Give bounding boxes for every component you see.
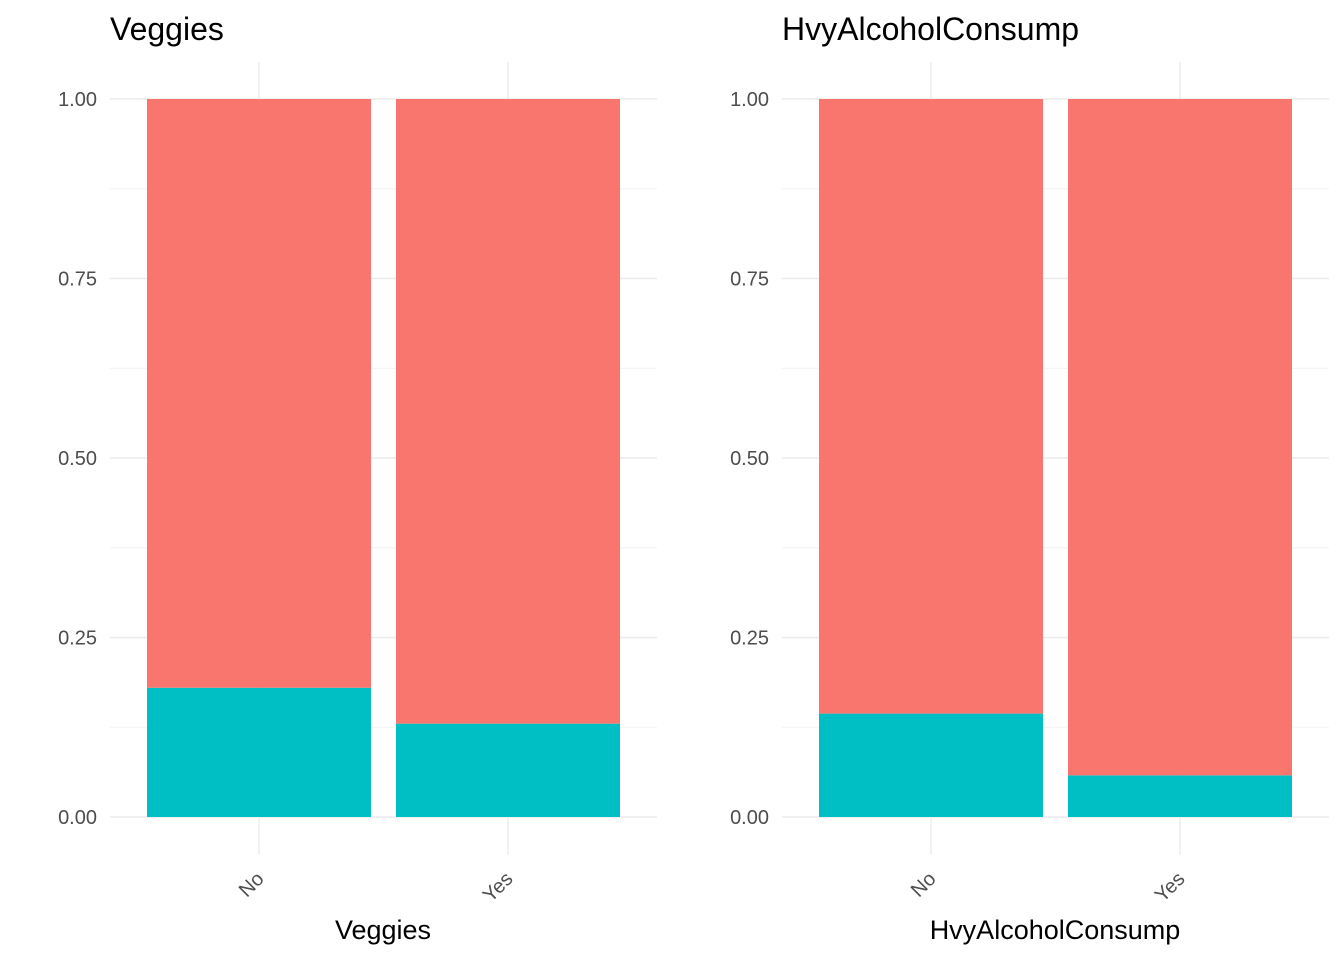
y-tick-label: 0.50 bbox=[730, 448, 769, 470]
x-axis-label: Veggies bbox=[335, 915, 431, 945]
bar-segment-no-1 bbox=[147, 99, 371, 688]
y-tick-label: 1.00 bbox=[58, 89, 97, 111]
x-tick-label: No bbox=[907, 868, 941, 902]
bar-segment-yes-1 bbox=[1068, 99, 1292, 776]
panel-veggies: Veggies Veggies 0.00 0.25 0.50 0.75 1.00 No Ye… bbox=[58, 11, 657, 945]
bar-segment-no-0 bbox=[819, 713, 1043, 817]
y-tick-label: 0.00 bbox=[730, 807, 769, 829]
x-tick-label: Yes bbox=[479, 868, 518, 907]
y-tick-label: 0.25 bbox=[58, 628, 97, 650]
y-tick-label: 0.75 bbox=[58, 269, 97, 291]
x-axis-label: HvyAlcoholConsump bbox=[930, 915, 1181, 945]
y-tick-label: 0.75 bbox=[730, 269, 769, 291]
y-tick-label: 1.00 bbox=[730, 89, 769, 111]
y-tick-label: 0.00 bbox=[58, 807, 97, 829]
panel-hvyalcoholconsump: HvyAlcoholConsump HvyAlcoholConsump 0.00… bbox=[730, 11, 1329, 945]
bar-segment-yes-0 bbox=[1068, 775, 1292, 817]
x-tick-label: No bbox=[235, 868, 269, 902]
bar-segment-yes-0 bbox=[396, 723, 620, 817]
panel-title: Veggies bbox=[110, 11, 224, 47]
y-tick-label: 0.25 bbox=[730, 628, 769, 650]
y-tick-label: 0.50 bbox=[58, 448, 97, 470]
bar-segment-yes-1 bbox=[396, 99, 620, 724]
bar-segment-no-1 bbox=[819, 99, 1043, 714]
panel-title: HvyAlcoholConsump bbox=[782, 11, 1079, 47]
bar-segment-no-0 bbox=[147, 687, 371, 817]
x-tick-label: Yes bbox=[1151, 868, 1190, 907]
